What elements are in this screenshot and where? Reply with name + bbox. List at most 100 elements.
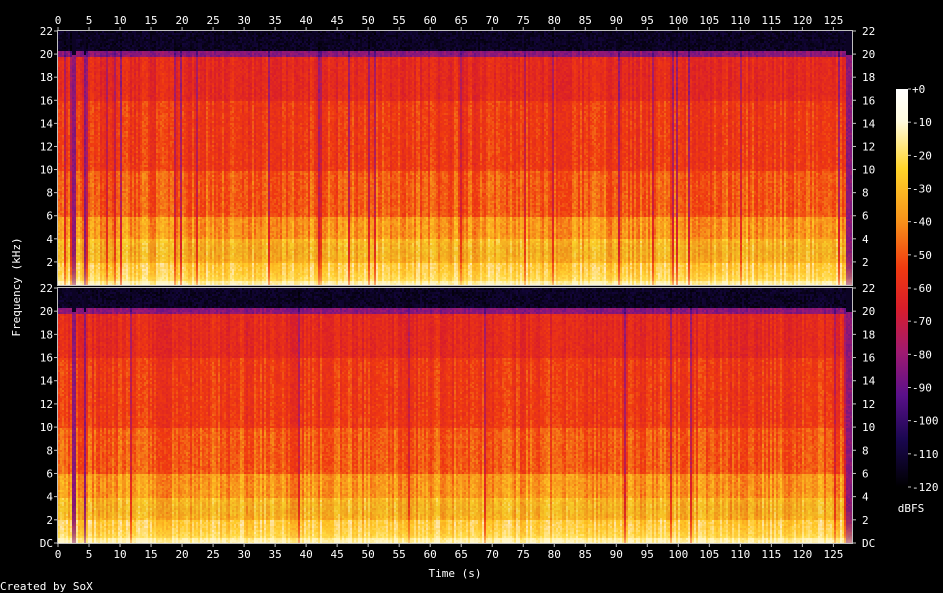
- x-tick-top: 30: [237, 14, 250, 27]
- y-tick-right: 18: [862, 328, 875, 341]
- x-tick-bottom: 40: [300, 548, 313, 561]
- y-tick-right: DC: [862, 537, 875, 550]
- colorbar-tick: -40: [912, 216, 932, 229]
- x-tick-top: 20: [175, 14, 188, 27]
- colorbar-tick: +0: [912, 83, 925, 96]
- x-tick-top: 85: [579, 14, 592, 27]
- x-tick-bottom: 75: [517, 548, 530, 561]
- x-tick-bottom: 65: [455, 548, 468, 561]
- x-tick-bottom: 125: [823, 548, 843, 561]
- y-tick-left: 12: [40, 140, 53, 153]
- y-tick-left: 18: [40, 71, 53, 84]
- y-tick-right: 12: [862, 398, 875, 411]
- colorbar-tick: -120: [912, 481, 939, 494]
- y-tick-left: 22: [40, 282, 53, 295]
- colorbar-label: dBFS: [898, 502, 925, 515]
- colorbar-tick: -30: [912, 183, 932, 196]
- colorbar-tick: -20: [912, 149, 932, 162]
- x-tick-top: 105: [699, 14, 719, 27]
- y-tick-left: 8: [46, 187, 53, 200]
- footer-credit: Created by SoX: [0, 580, 93, 593]
- y-tick-left: 2: [46, 256, 53, 269]
- y-tick-right: 20: [862, 305, 875, 318]
- y-tick-left: 20: [40, 305, 53, 318]
- x-tick-bottom: 15: [144, 548, 157, 561]
- x-tick-bottom: 35: [268, 548, 281, 561]
- y-tick-left: 8: [46, 444, 53, 457]
- colorbar-tick: -110: [912, 448, 939, 461]
- x-tick-top: 10: [113, 14, 126, 27]
- y-tick-right: 6: [862, 467, 869, 480]
- x-tick-top: 115: [761, 14, 781, 27]
- y-tick-left: 16: [40, 352, 53, 365]
- channel-2-spectrogram: [58, 288, 852, 544]
- y-tick-right: 22: [862, 282, 875, 295]
- y-tick-right: 8: [862, 444, 869, 457]
- y-tick-right: 10: [862, 421, 875, 434]
- x-tick-bottom: 100: [668, 548, 688, 561]
- x-tick-bottom: 105: [699, 548, 719, 561]
- y-tick-right: 4: [862, 233, 869, 246]
- x-tick-bottom: 95: [641, 548, 654, 561]
- y-tick-right: 4: [862, 491, 869, 504]
- y-tick-left: 10: [40, 421, 53, 434]
- x-tick-bottom: 110: [730, 548, 750, 561]
- y-tick-right: 22: [862, 25, 875, 38]
- y-tick-left: 2: [46, 514, 53, 527]
- x-tick-top: 90: [610, 14, 623, 27]
- y-tick-left: 12: [40, 398, 53, 411]
- y-tick-right: 14: [862, 375, 876, 388]
- x-tick-bottom: 120: [792, 548, 812, 561]
- y-tick-left: 4: [46, 491, 53, 504]
- y-tick-left: 6: [46, 467, 53, 480]
- colorbar-tick: -60: [912, 282, 932, 295]
- colorbar-tick: -90: [912, 382, 932, 395]
- y-tick-right: 2: [862, 256, 869, 269]
- colorbar: [896, 89, 908, 487]
- y-tick-right: 16: [862, 94, 875, 107]
- colorbar-tick: -50: [912, 249, 932, 262]
- colorbar-tick: -80: [912, 348, 932, 361]
- x-tick-bottom: 90: [610, 548, 623, 561]
- y-tick-right: 20: [862, 48, 875, 61]
- x-tick-top: 50: [362, 14, 375, 27]
- x-tick-top: 100: [668, 14, 688, 27]
- y-tick-right: 8: [862, 187, 869, 200]
- x-tick-top: 0: [55, 14, 62, 27]
- x-tick-top: 70: [486, 14, 499, 27]
- x-tick-top: 125: [823, 14, 843, 27]
- y-tick-left: 14: [40, 117, 54, 130]
- y-tick-left: 10: [40, 164, 53, 177]
- x-tick-top: 75: [517, 14, 530, 27]
- y-tick-left: 20: [40, 48, 53, 61]
- y-tick-right: 14: [862, 117, 876, 130]
- x-tick-bottom: 45: [331, 548, 344, 561]
- y-axis-label: Frequency (kHz): [10, 237, 23, 336]
- colorbar-tick: -100: [912, 415, 939, 428]
- y-tick-left: 6: [46, 210, 53, 223]
- y-tick-left: 14: [40, 375, 54, 388]
- x-tick-bottom: 10: [113, 548, 126, 561]
- y-tick-right: 18: [862, 71, 875, 84]
- x-tick-bottom: 115: [761, 548, 781, 561]
- y-tick-left: DC: [40, 537, 53, 550]
- x-tick-top: 5: [86, 14, 93, 27]
- y-tick-left: 22: [40, 25, 53, 38]
- y-tick-right: 10: [862, 164, 875, 177]
- x-tick-top: 55: [393, 14, 406, 27]
- x-tick-bottom: 55: [393, 548, 406, 561]
- x-tick-top: 25: [206, 14, 219, 27]
- x-tick-bottom: 85: [579, 548, 592, 561]
- y-tick-right: 6: [862, 210, 869, 223]
- channel-1-spectrogram: [58, 31, 852, 285]
- x-tick-top: 35: [268, 14, 281, 27]
- y-tick-left: 4: [46, 233, 53, 246]
- x-tick-top: 45: [331, 14, 344, 27]
- y-tick-left: 16: [40, 94, 53, 107]
- x-tick-bottom: 80: [548, 548, 561, 561]
- x-tick-bottom: 5: [86, 548, 93, 561]
- x-tick-top: 110: [730, 14, 750, 27]
- x-tick-top: 40: [300, 14, 313, 27]
